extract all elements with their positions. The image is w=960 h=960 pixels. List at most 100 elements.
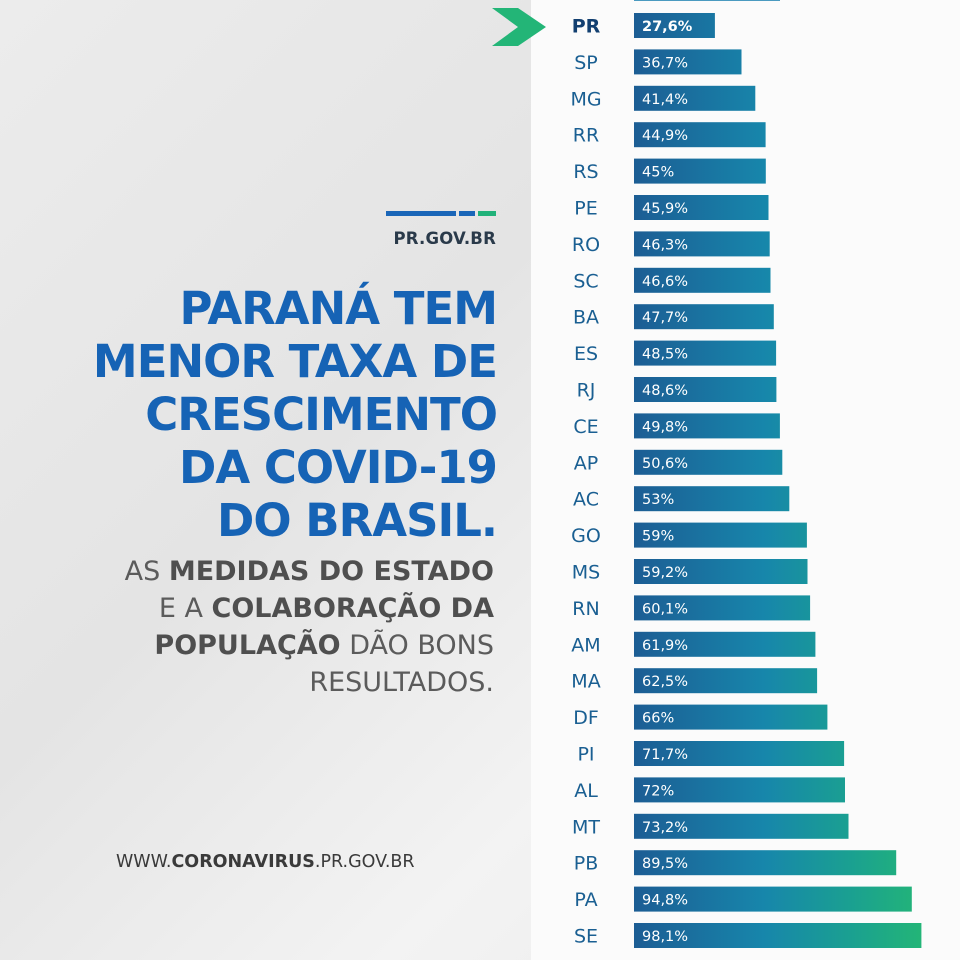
state-label-mg: MG [570,88,601,110]
value-label-sp: 36,7% [642,55,688,71]
website-text: WWW. [116,852,172,872]
state-label-pe: PE [574,198,597,220]
bar-pe [634,195,769,220]
plain-text: AS [124,556,169,587]
website-link[interactable]: WWW.CORONAVIRUS.PR.GOV.BR [116,852,415,872]
logo-text: PR.GOV.BR [393,229,496,248]
state-label-pi: PI [577,744,594,766]
headline-line: DO BRASIL. [217,494,498,547]
value-label-sc: 46,6% [642,274,688,290]
state-label-ro: RO [572,234,600,256]
bar-al [634,777,845,803]
value-label-rn: 60,1% [642,601,688,617]
state-label-sc: SC [573,270,598,292]
value-label-go: 59% [642,529,674,545]
state-label-ms: MS [572,562,600,584]
value-label-ap: 50,6% [642,456,688,472]
value-label-pb: 89,5% [642,856,688,872]
bar-ce [634,413,780,439]
state-label-pb: PB [574,853,599,875]
logo-line-3 [478,211,496,216]
value-label-ce: 49,8% [642,419,688,435]
state-label-pa: PA [574,889,597,911]
value-label-pa: 94,8% [642,893,688,909]
bar-rr [634,122,766,148]
headline: PARANÁ TEM MENOR TAXA DE CRESCIMENTO DA COV… [92,282,498,547]
website-text: .PR.GOV.BR [314,852,415,872]
value-label-ma: 62,5% [642,674,688,690]
state-label-ce: CE [573,416,598,438]
value-label-se: 98,1% [642,929,688,945]
plain-text: DÃO BONS [340,630,494,661]
bar-pr [634,13,715,38]
state-label-rn: RN [572,598,599,620]
plain-text: RESULTADOS. [309,667,494,698]
headline-line: PARANÁ TEM [179,282,498,335]
state-label-rj: RJ [577,380,596,402]
headline-line: CRESCIMENTO [145,388,498,441]
state-label-se: SE [574,926,598,948]
subheadline-line: E A COLABORAÇÃO DA [125,590,494,627]
state-label-ba: BA [573,307,599,329]
bar-pi [634,741,845,766]
value-label-es: 48,5% [642,347,688,363]
value-label-rs: 45% [642,165,674,181]
bar-pa [634,886,912,912]
state-label-ap: AP [574,452,598,474]
headline-line: MENOR TAXA DE [92,335,498,388]
state-label-ac: AC [573,489,599,511]
value-label-ac: 53% [642,492,674,508]
highlight-arrow-icon [492,8,546,46]
state-label-sp: SP [574,52,598,74]
state-label-es: ES [574,343,598,365]
value-label-ro: 46,3% [642,237,688,253]
bar-ma [634,668,818,694]
bar-go [634,522,807,548]
value-label-ba: 47,7% [642,310,688,326]
emphasis-text: POPULAÇÃO [154,630,341,661]
value-label-pr: 27,6% [642,19,693,35]
bar-ba [634,304,774,330]
value-label-rj: 48,6% [642,383,688,399]
value-label-al: 72% [642,783,674,799]
headline-line: DA COVID-19 [179,441,498,494]
value-label-rr: 44,9% [642,128,688,144]
bar-ms [634,559,808,584]
bar-es [634,340,777,366]
bar-ac [634,486,790,512]
emphasis-text: MEDIDAS DO ESTADO [168,556,494,587]
state-label-am: AM [571,634,600,656]
subheadline-line: POPULAÇÃO DÃO BONS [125,627,494,664]
subheadline: AS MEDIDAS DO ESTADO E A COLABORAÇÃO DA PO… [125,553,494,701]
website-emphasis: CORONAVIRUS [171,852,315,872]
bar-sc [634,267,771,293]
value-label-pe: 45,9% [642,201,688,217]
bar-ro [634,231,770,257]
bar-df [634,704,828,730]
cropped-top-bar [634,0,780,1]
bar-ap [634,449,783,475]
bar-rs [634,158,766,184]
state-label-mt: MT [572,816,600,838]
logo-line-1 [386,211,456,216]
bar-mg [634,85,756,111]
value-label-pi: 71,7% [642,747,688,763]
value-label-mg: 41,4% [642,92,688,108]
bar-mt [634,813,849,839]
logo-line-2 [459,211,475,216]
state-label-go: GO [571,525,601,547]
plain-text: E A [158,593,212,624]
value-label-ms: 59,2% [642,565,688,581]
bar-rj [634,377,777,402]
bar-sp [634,49,742,75]
value-label-mt: 73,2% [642,820,688,836]
subheadline-line: AS MEDIDAS DO ESTADO [125,553,494,590]
state-label-rr: RR [573,125,599,147]
state-label-rs: RS [573,161,598,183]
state-label-pr: PR [572,16,601,38]
state-label-al: AL [574,780,598,802]
value-label-am: 61,9% [642,638,688,654]
state-label-df: DF [573,707,599,729]
